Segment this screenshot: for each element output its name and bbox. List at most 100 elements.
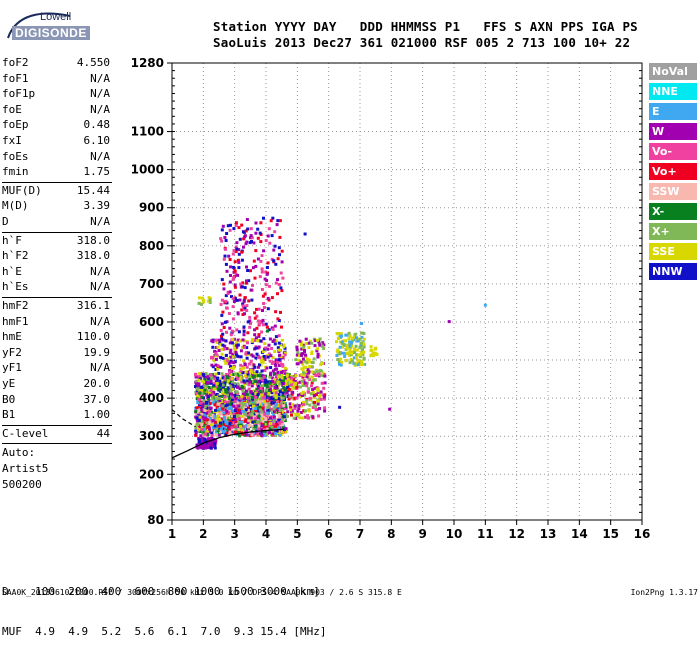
echo-point bbox=[229, 348, 233, 352]
echo-point bbox=[208, 393, 212, 397]
echo-point bbox=[354, 336, 358, 340]
echo-point bbox=[369, 345, 373, 349]
echo-point bbox=[373, 347, 377, 351]
echo-point bbox=[245, 400, 249, 404]
echo-point bbox=[296, 351, 300, 355]
echo-point bbox=[196, 446, 200, 450]
param-separator bbox=[2, 297, 112, 298]
echo-point bbox=[236, 338, 240, 342]
echo-point bbox=[274, 393, 278, 397]
legend-item-nne: NNE bbox=[649, 83, 697, 100]
echo-point bbox=[233, 283, 237, 287]
echo-point bbox=[220, 394, 224, 398]
echo-point bbox=[197, 399, 201, 403]
echo-point bbox=[254, 336, 258, 340]
echo-point bbox=[242, 245, 245, 249]
echo-point bbox=[272, 407, 276, 411]
echo-point bbox=[348, 340, 352, 344]
echo-point bbox=[280, 400, 284, 404]
echo-point bbox=[210, 410, 214, 414]
echo-point bbox=[225, 414, 229, 418]
echo-point bbox=[229, 274, 232, 277]
echo-point bbox=[255, 370, 259, 374]
echo-point bbox=[271, 397, 275, 401]
echo-point bbox=[263, 292, 267, 296]
echo-point bbox=[251, 283, 254, 287]
tick-label-x: 1 bbox=[168, 527, 176, 541]
echo-point bbox=[270, 425, 274, 429]
echo-point bbox=[282, 343, 286, 347]
echo-point bbox=[272, 415, 276, 419]
echo-point bbox=[254, 249, 258, 253]
echo-point bbox=[303, 392, 306, 396]
echo-point bbox=[235, 390, 239, 394]
param-row: yE 20.0 bbox=[2, 377, 110, 393]
echo-point bbox=[335, 354, 339, 357]
echo-point bbox=[257, 334, 261, 338]
echo-point bbox=[197, 440, 201, 444]
echo-point bbox=[257, 414, 261, 418]
echo-point bbox=[268, 359, 272, 363]
echo-point bbox=[224, 299, 228, 303]
echo-point bbox=[194, 375, 198, 379]
echo-point bbox=[217, 371, 221, 375]
chart-axes: 1 2 3 4 5 6 7 8 9 10 11 12 13 14 15 1680200300400500600… bbox=[131, 56, 651, 541]
echo-point bbox=[265, 388, 268, 392]
echo-point bbox=[280, 406, 284, 410]
echo-point bbox=[301, 362, 305, 366]
echo-point bbox=[237, 226, 241, 230]
echo-point bbox=[220, 391, 224, 395]
echo-point bbox=[276, 317, 280, 321]
echo-point bbox=[273, 397, 276, 401]
echo-point bbox=[283, 376, 287, 379]
echo-point bbox=[227, 425, 231, 429]
echo-point bbox=[266, 405, 270, 409]
echo-point bbox=[209, 381, 213, 385]
echo-point bbox=[229, 407, 233, 411]
echo-point bbox=[208, 441, 211, 445]
echo-point bbox=[319, 363, 323, 366]
echo-point bbox=[232, 404, 236, 408]
echo-point bbox=[249, 227, 253, 231]
echo-point bbox=[220, 322, 224, 326]
echo-point bbox=[307, 360, 311, 364]
echo-point bbox=[350, 344, 354, 348]
echo-point bbox=[202, 299, 206, 302]
echo-point bbox=[217, 349, 221, 352]
echo-point bbox=[262, 337, 266, 341]
param-name: foEp bbox=[2, 118, 29, 132]
param-value: N/A bbox=[90, 314, 110, 328]
echo-point bbox=[345, 346, 349, 350]
echo-point bbox=[202, 430, 206, 434]
echo-point bbox=[203, 405, 207, 409]
echo-point bbox=[311, 379, 315, 383]
echo-point bbox=[249, 234, 253, 238]
echo-point bbox=[198, 372, 202, 376]
echo-point bbox=[238, 237, 242, 241]
echo-point bbox=[252, 363, 256, 367]
echo-point bbox=[259, 431, 263, 434]
echo-point bbox=[195, 397, 199, 400]
echo-point bbox=[200, 440, 204, 444]
echo-point bbox=[222, 399, 226, 403]
echo-point bbox=[280, 249, 284, 253]
echo-point bbox=[350, 336, 354, 340]
echo-point bbox=[231, 305, 235, 309]
echo-point bbox=[204, 372, 208, 375]
echo-point bbox=[261, 406, 265, 410]
echo-point bbox=[240, 415, 244, 418]
echo-point bbox=[225, 347, 229, 351]
echo-point bbox=[207, 296, 211, 300]
echo-point bbox=[246, 396, 250, 400]
echo-point bbox=[256, 393, 260, 397]
echo-point bbox=[281, 430, 284, 434]
echo-point bbox=[201, 392, 204, 395]
echo-point bbox=[213, 401, 217, 405]
echo-point bbox=[242, 412, 246, 416]
echo-point bbox=[293, 407, 297, 410]
echo-point bbox=[236, 385, 239, 389]
echo-point bbox=[248, 401, 252, 405]
param-row: foEs N/A bbox=[2, 150, 110, 166]
echo-point bbox=[238, 339, 242, 343]
echo-point bbox=[220, 337, 224, 341]
